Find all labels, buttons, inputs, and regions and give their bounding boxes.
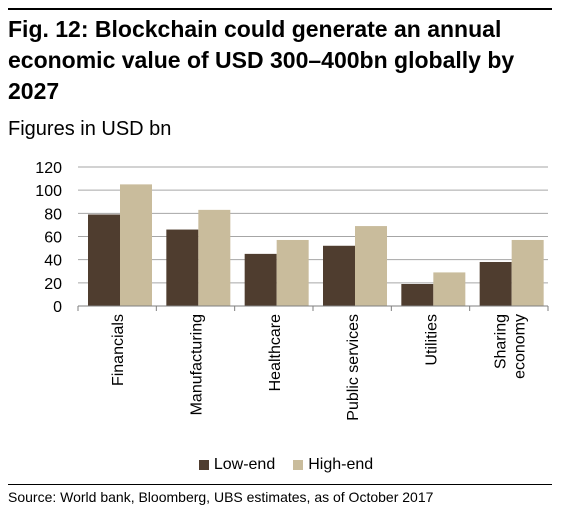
bar-low-end	[323, 245, 355, 306]
x-category-label: Financials	[110, 314, 127, 386]
bar-high-end	[433, 272, 466, 306]
y-tick-label: 80	[44, 206, 62, 223]
top-rule	[8, 8, 552, 10]
source-note: Source: World bank, Bloomberg, UBS estim…	[8, 489, 434, 505]
chart-title: Fig. 12: Blockchain could generate an an…	[8, 16, 515, 104]
legend-label-low: Low-end	[213, 456, 276, 473]
bar-high-end	[276, 239, 309, 306]
x-category-label: Manufacturing	[189, 314, 206, 415]
chart-subtitle: Figures in USD bn	[8, 118, 172, 140]
bar-low-end	[401, 283, 434, 306]
y-tick-label: 120	[35, 160, 62, 177]
bar-low-end	[88, 214, 120, 306]
bar-high-end	[355, 226, 387, 306]
bar-low-end	[479, 261, 512, 306]
y-tick-label: 100	[35, 183, 62, 200]
y-tick-label: 0	[53, 299, 62, 316]
bar-chart: 0 20 40 60 80 100 120 Financials Manufacturing He…	[35, 160, 549, 421]
legend-label-high: High-end	[308, 456, 374, 473]
bar-high-end	[198, 209, 231, 306]
x-category-label: Healthcare	[267, 314, 284, 391]
x-category-label: Sharing economy	[492, 314, 528, 379]
y-tick-label: 60	[44, 230, 62, 247]
bar-low-end	[244, 253, 277, 306]
x-category-label: Utilities	[424, 314, 441, 366]
x-category-label: Public services	[345, 314, 362, 421]
legend-swatch-low	[198, 460, 209, 470]
bar-high-end	[120, 184, 152, 306]
legend-item-low: Low-end	[198, 455, 276, 475]
legend: Low-end High-end	[0, 455, 572, 475]
legend-item-high: High-end	[293, 455, 373, 475]
y-tick-label: 40	[44, 253, 62, 270]
y-tick-label: 20	[44, 276, 62, 293]
bar-high-end	[511, 239, 544, 306]
legend-swatch-high	[293, 460, 304, 470]
bar-low-end	[166, 229, 199, 306]
source-rule	[8, 484, 552, 485]
